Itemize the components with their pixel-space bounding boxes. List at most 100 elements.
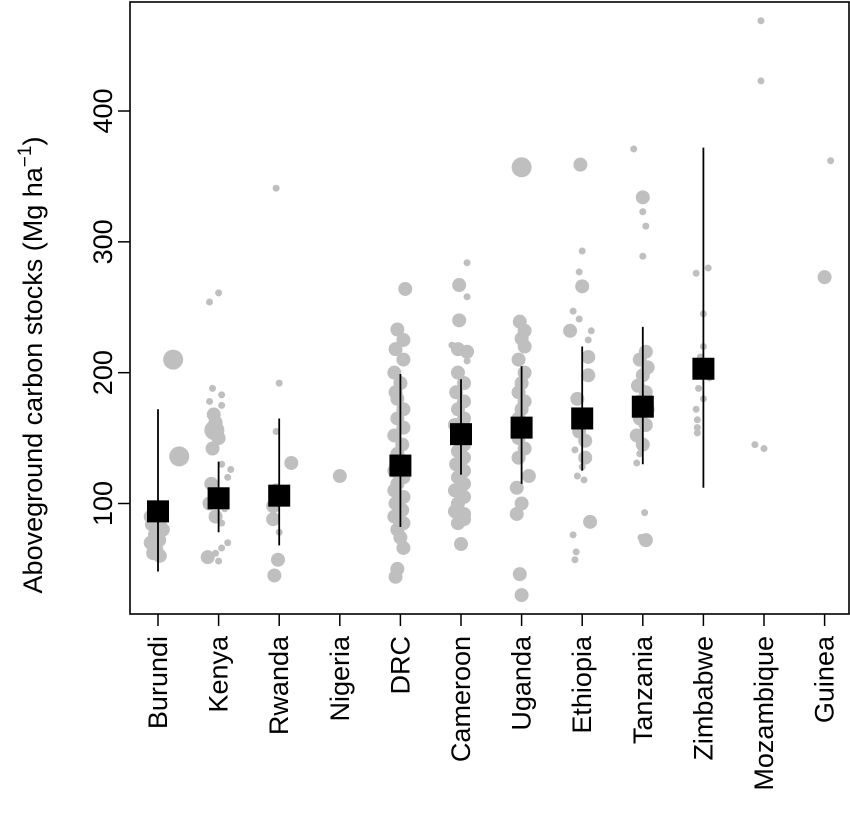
data-point-ethiopia-16	[578, 450, 593, 465]
data-point-kenya-19	[224, 539, 232, 547]
y-axis: 100 200 300 400	[88, 88, 130, 526]
data-point-rwanda-9	[267, 568, 282, 583]
data-point-kenya-9	[211, 431, 226, 446]
data-point-cameroon-2	[463, 293, 471, 301]
data-point-guinea-1	[817, 270, 832, 285]
error-bars	[157, 147, 705, 572]
mean-marker-cameroon	[450, 423, 472, 446]
x-tick-label-rwanda: Rwanda	[264, 635, 294, 735]
data-point-ethiopia-14	[578, 433, 593, 448]
data-point-kenya-20	[218, 544, 226, 552]
data-point-ethiopia-21	[569, 531, 577, 539]
mean-marker-zimbabwe	[692, 357, 715, 380]
data-point-tanzania-2	[639, 208, 647, 216]
data-point-kenya-0	[206, 298, 214, 306]
data-point-cameroon-29	[454, 537, 468, 552]
data-point-ethiopia-3	[575, 279, 590, 294]
data-point-ethiopia-5	[575, 315, 583, 323]
mean-marker-tanzania	[631, 395, 654, 418]
data-point-ethiopia-22	[572, 548, 580, 556]
data-point-burundi-0	[163, 349, 184, 370]
data-point-kenya-5	[218, 401, 226, 409]
y-axis-title-close: )	[18, 137, 48, 146]
mean-marker-rwanda	[268, 484, 291, 507]
x-tick-label-mozambique: Mozambique	[749, 636, 779, 791]
x-tick-label-tanzania: Tanzania	[628, 635, 658, 744]
data-point-tanzania-21	[637, 534, 645, 542]
data-points	[143, 17, 835, 603]
data-point-drc-27	[396, 540, 411, 555]
data-point-ethiopia-9	[581, 349, 596, 364]
data-point-kenya-22	[200, 550, 215, 565]
data-point-kenya-18	[218, 519, 226, 527]
data-point-uganda-20	[512, 567, 527, 582]
mean-marker-kenya	[207, 487, 230, 510]
x-tick-label-kenya: Kenya	[204, 635, 234, 713]
data-point-cameroon-1	[452, 278, 467, 293]
x-tick-label-burundi: Burundi	[143, 636, 173, 729]
data-point-ethiopia-15	[571, 446, 579, 454]
x-tick-label-drc: DRC	[385, 636, 415, 695]
data-point-drc-29	[388, 569, 403, 584]
data-point-zimbabwe-11	[693, 416, 701, 424]
data-point-drc-5	[387, 365, 402, 380]
data-point-ethiopia-20	[583, 514, 598, 529]
data-point-rwanda-6	[266, 512, 281, 527]
data-point-rwanda-1	[275, 379, 283, 387]
data-point-cameroon-7	[463, 357, 471, 365]
data-point-kenya-23	[215, 557, 223, 565]
x-axis: Burundi Kenya Rwanda Nigeria DRC Cameroon Ugan…	[143, 614, 840, 791]
data-point-kenya-10	[205, 441, 220, 456]
data-point-kenya-11	[218, 460, 226, 468]
y-tick-label-400: 400	[88, 88, 118, 133]
data-point-uganda-17	[509, 480, 524, 495]
data-point-zimbabwe-1	[692, 269, 700, 277]
data-point-drc-12	[387, 428, 402, 443]
data-point-rwanda-0	[272, 184, 280, 192]
data-point-tanzania-0	[630, 145, 638, 153]
data-point-ethiopia-10	[581, 368, 596, 383]
data-point-kenya-2	[209, 384, 217, 392]
data-point-ethiopia-19	[580, 476, 588, 484]
data-point-kenya-12	[227, 465, 235, 473]
plot-frame	[129, 1, 850, 615]
data-point-ethiopia-7	[587, 327, 595, 335]
data-point-uganda-16	[521, 469, 536, 484]
data-point-kenya-13	[224, 473, 232, 481]
data-point-ethiopia-0	[573, 157, 588, 172]
data-point-uganda-18	[514, 496, 529, 511]
data-point-ethiopia-23	[571, 556, 579, 564]
data-point-uganda-5	[511, 352, 526, 367]
data-point-drc-4	[396, 352, 411, 367]
x-tick-label-nigeria: Nigeria	[325, 635, 355, 722]
y-tick-label-100: 100	[88, 481, 118, 526]
data-point-ethiopia-2	[575, 268, 583, 276]
data-point-tanzania-1	[635, 190, 650, 205]
mean-markers	[147, 357, 715, 523]
mean-marker-ethiopia	[571, 407, 594, 430]
y-axis-title: Aboveground carbon stocks (Mg ha−1)	[15, 137, 48, 594]
data-point-zimbabwe-12	[693, 424, 701, 432]
x-tick-label-cameroon: Cameroon	[446, 636, 476, 762]
data-point-zimbabwe-10	[692, 405, 700, 413]
data-point-cameroon-8	[450, 365, 465, 380]
data-point-cameroon-3	[452, 313, 467, 328]
y-axis-title-superscript: −1	[15, 146, 36, 168]
x-tick-label-ethiopia: Ethiopia	[567, 635, 597, 734]
mean-marker-uganda	[510, 416, 533, 439]
x-tick-label-zimbabwe: Zimbabwe	[688, 636, 718, 761]
data-point-drc-1	[390, 322, 405, 337]
data-point-ethiopia-4	[569, 307, 577, 315]
data-point-drc-0	[398, 281, 413, 296]
data-point-tanzania-4	[639, 252, 647, 260]
data-point-cameroon-0	[463, 259, 471, 267]
y-tick-label-200: 200	[88, 350, 118, 395]
data-point-uganda-19	[509, 506, 524, 521]
data-point-kenya-3	[218, 391, 226, 399]
data-point-mozambique-1	[757, 77, 765, 85]
data-point-guinea-0	[827, 157, 835, 165]
data-point-rwanda-2	[272, 428, 280, 436]
x-tick-label-uganda: Uganda	[507, 635, 537, 731]
data-point-kenya-1	[215, 289, 223, 297]
